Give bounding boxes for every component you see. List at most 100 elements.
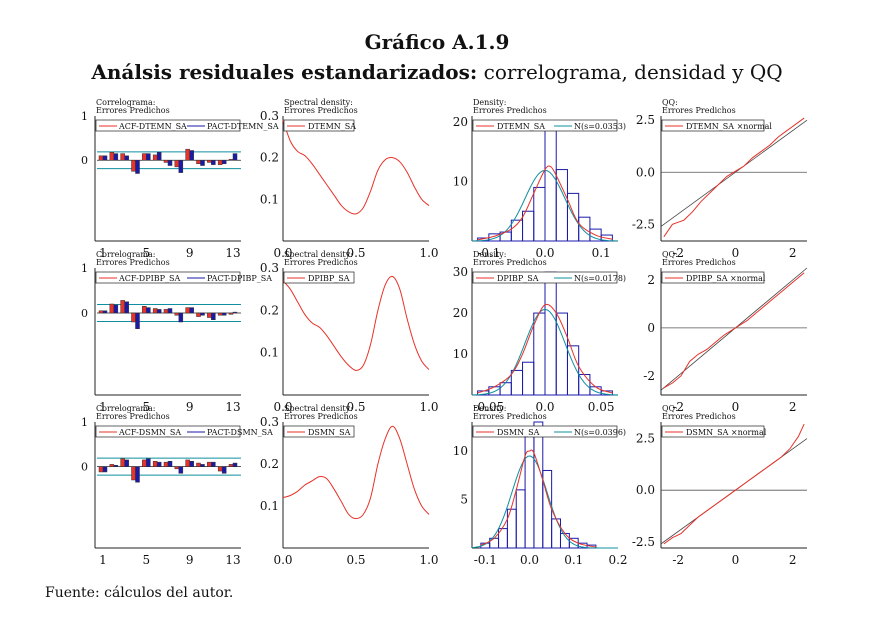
pacf-bar [189, 307, 194, 314]
panel-spectral-0: Spectral density:Errores Predichos0.30.2… [260, 98, 439, 260]
panel-title: Correlograma: [96, 98, 155, 107]
qq-line [663, 272, 805, 389]
acf-bar [207, 312, 212, 318]
acf-bar [131, 159, 136, 172]
x-tick-label: 1 [99, 400, 107, 414]
x-tick-label: -0.1 [474, 553, 497, 567]
x-tick-label: 1.0 [419, 246, 438, 260]
panel-density-2: Density:Errores Predichos 10 5 -0.1 0.0 0.1 0.… [453, 404, 628, 567]
x-tick-label: 9 [186, 400, 194, 414]
pacf-bar [102, 466, 108, 473]
x-tick-label: -0.1 [477, 246, 500, 260]
y-tick-label: 2 [647, 273, 655, 287]
qq-line [663, 117, 805, 238]
x-tick-label: 0.1 [592, 246, 611, 260]
y-tick-label: 1 [81, 416, 88, 429]
acf-bar [109, 152, 115, 161]
pacf-bar [156, 309, 162, 314]
legend-label: DSMN_SA [308, 428, 351, 437]
panel-subtitle: Errores Predichos [662, 258, 736, 267]
spectral-density-line [282, 275, 430, 371]
pacf-bar [113, 465, 119, 467]
acf-bar [217, 312, 223, 316]
y-tick-label: 10 [453, 444, 468, 458]
legend-box [95, 425, 241, 438]
acf-bar [142, 459, 147, 467]
acf-bar [152, 461, 158, 467]
panel-spectral-1: Spectral density:Errores Predichos0.30.2… [260, 250, 439, 414]
x-tick-label: 0.0 [273, 246, 292, 260]
pacf-bar [135, 466, 140, 483]
legend-label: PACT-DPIBP_SA [207, 274, 272, 283]
x-tick-label: -2 [672, 400, 684, 414]
acf-bar [163, 159, 169, 163]
y-tick-label: 0 [81, 461, 88, 474]
x-tick-label: -0.05 [473, 400, 504, 414]
acf-bar [196, 159, 201, 165]
pacf-bar [232, 311, 238, 314]
acf-bar [120, 458, 125, 467]
x-tick-label: -2 [672, 553, 684, 567]
pacf-bar [178, 466, 184, 474]
normal-curve [471, 455, 619, 549]
acf-bar [228, 159, 234, 161]
acf-bar [109, 303, 115, 314]
y-tick-label: 0.3 [260, 415, 279, 429]
y-tick-label: 2.5 [636, 432, 655, 446]
legend-box [283, 119, 355, 132]
x-tick-label: 9 [186, 553, 194, 567]
legend-box [472, 119, 618, 132]
y-tick-label: 2.5 [636, 113, 655, 127]
legend-label: ACF-DTEMN_SA [118, 122, 187, 131]
pacf-bar [189, 150, 194, 161]
histogram-bar [589, 386, 602, 396]
legend: DSMN_SA ×normal [661, 425, 767, 438]
legend: DSMN_SA [283, 425, 355, 438]
legend-box [661, 425, 765, 438]
histogram-bar [578, 216, 591, 242]
histogram-bar [515, 489, 526, 549]
y-tick-label: -2 [643, 369, 655, 383]
y-tick-label: 0 [81, 154, 88, 167]
kernel-density-line [477, 303, 613, 394]
histogram-bar [488, 386, 501, 396]
legend-box [283, 425, 355, 438]
pacf-bar [102, 310, 108, 314]
histogram-bar [566, 345, 580, 396]
acf-bar [185, 459, 190, 467]
x-tick-label: 13 [225, 400, 240, 414]
y-tick-label: -2.5 [632, 217, 655, 231]
panel-subtitle: Errores Predichos [284, 106, 358, 115]
legend-label: PACT-DSMN_SA [207, 428, 273, 437]
x-tick-label: 0 [732, 400, 740, 414]
legend-label: DPIBP_SA ×normal [686, 274, 766, 283]
acf-bar [152, 308, 158, 314]
y-tick-label: 0.1 [260, 346, 279, 360]
pacf-bar [135, 159, 140, 174]
panel-subtitle: Errores Predichos [473, 258, 547, 267]
panel-title: Spectral density: [284, 404, 353, 413]
acf-bar [174, 466, 180, 470]
figure-source: Fuente: cálculos del autor. [45, 585, 234, 601]
figure-title: Gráfico A.1.9 [364, 30, 510, 54]
legend: ACF-DPIBP_SA PACT-DPIBP_SA [95, 271, 272, 284]
legend-box [661, 119, 765, 132]
acf-bar [185, 307, 190, 314]
acf-bar [142, 306, 147, 314]
y-tick-label: 0 [647, 321, 655, 335]
legend: DSMN_SA N(s=0.0396) [472, 425, 626, 438]
acf-bar [152, 154, 158, 161]
pacf-bar [113, 153, 119, 161]
spectral-density-line [282, 425, 430, 520]
x-tick-label: 0.0 [273, 400, 292, 414]
pacf-bar [211, 461, 216, 467]
qq-line [663, 423, 805, 545]
panel-subtitle: Errores Predichos [96, 106, 170, 115]
legend-label: DTEMN_SA [308, 122, 356, 131]
panel-title: QQ: [662, 404, 678, 413]
pacf-bar [124, 155, 129, 161]
legend-box [95, 119, 241, 132]
pacf-bar [167, 461, 173, 467]
